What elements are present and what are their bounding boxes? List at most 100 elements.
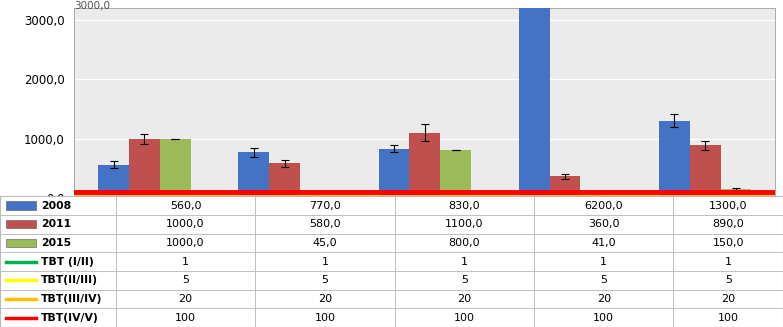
Text: 560,0: 560,0 (170, 200, 201, 211)
Bar (673, 233, 783, 252)
Bar (255, 233, 395, 252)
Text: 20: 20 (457, 294, 471, 304)
Bar (300, 195, 331, 198)
Bar (690, 145, 720, 198)
Bar (720, 189, 752, 198)
Text: 1000,0: 1000,0 (166, 219, 205, 229)
Text: 890,0: 890,0 (713, 219, 744, 229)
Text: TBT(IV/V): TBT(IV/V) (41, 313, 99, 323)
Text: TBT (I/II): TBT (I/II) (41, 257, 93, 267)
Bar (6, 239, 36, 247)
Bar (673, 215, 783, 233)
Text: 5: 5 (182, 275, 189, 285)
Bar (116, 271, 255, 290)
Text: 20: 20 (597, 294, 611, 304)
Bar (0, 252, 116, 271)
Bar (395, 252, 534, 271)
Bar (395, 271, 534, 290)
Text: 5: 5 (725, 275, 731, 285)
Bar (269, 164, 300, 198)
Text: 5: 5 (322, 275, 328, 285)
Bar (255, 252, 395, 271)
Text: 100: 100 (454, 313, 474, 323)
Bar (378, 149, 410, 198)
Text: 2015: 2015 (41, 238, 70, 248)
Bar (580, 196, 612, 198)
Bar (6, 220, 36, 229)
Text: 830,0: 830,0 (449, 200, 480, 211)
Bar (534, 290, 673, 308)
Text: 20: 20 (318, 294, 332, 304)
Text: TBT(III/IV): TBT(III/IV) (41, 294, 102, 304)
Bar (116, 196, 255, 215)
Bar (534, 196, 673, 215)
Bar (6, 201, 36, 210)
Bar (534, 215, 673, 233)
Bar (255, 271, 395, 290)
Bar (0, 233, 116, 252)
Bar (160, 139, 191, 198)
Text: TBT(II/III): TBT(II/III) (41, 275, 98, 285)
Text: 800,0: 800,0 (449, 238, 480, 248)
Text: 1: 1 (182, 257, 189, 267)
Text: 41,0: 41,0 (591, 238, 616, 248)
Text: 45,0: 45,0 (312, 238, 337, 248)
Bar (255, 308, 395, 327)
Bar (673, 252, 783, 271)
Bar (129, 139, 160, 198)
Text: 20: 20 (179, 294, 193, 304)
Bar (395, 233, 534, 252)
Bar (659, 121, 690, 198)
Text: 1100,0: 1100,0 (445, 219, 484, 229)
Text: 2008: 2008 (41, 200, 70, 211)
Bar (534, 308, 673, 327)
Text: 6200,0: 6200,0 (584, 200, 623, 211)
Text: 100: 100 (594, 313, 614, 323)
Text: 1000,0: 1000,0 (166, 238, 205, 248)
Bar (673, 290, 783, 308)
Bar (534, 252, 673, 271)
Bar (238, 152, 269, 198)
Bar (0, 308, 116, 327)
Text: 100: 100 (175, 313, 196, 323)
Bar (0, 196, 116, 215)
Text: 770,0: 770,0 (309, 200, 341, 211)
Text: 1: 1 (322, 257, 328, 267)
Bar (116, 233, 255, 252)
Bar (116, 252, 255, 271)
Bar (534, 271, 673, 290)
Text: 5: 5 (601, 275, 607, 285)
Text: 2011: 2011 (41, 219, 70, 229)
Text: 150,0: 150,0 (713, 238, 744, 248)
Bar (0, 215, 116, 233)
Bar (395, 308, 534, 327)
Text: 580,0: 580,0 (309, 219, 341, 229)
Bar (673, 271, 783, 290)
Bar (534, 233, 673, 252)
Bar (255, 290, 395, 308)
Bar (116, 215, 255, 233)
Bar (440, 150, 471, 198)
Bar (550, 177, 580, 198)
Bar (98, 165, 129, 198)
Text: 5: 5 (461, 275, 467, 285)
Bar (255, 215, 395, 233)
Bar (116, 308, 255, 327)
Bar (395, 215, 534, 233)
Bar (410, 133, 440, 198)
Text: 3000,0: 3000,0 (74, 1, 110, 10)
Text: 1: 1 (725, 257, 731, 267)
Bar (255, 196, 395, 215)
Text: 360,0: 360,0 (588, 219, 619, 229)
Text: 1: 1 (461, 257, 467, 267)
Bar (0, 290, 116, 308)
Text: 1300,0: 1300,0 (709, 200, 748, 211)
Bar (673, 308, 783, 327)
Text: 1: 1 (601, 257, 607, 267)
Bar (395, 290, 534, 308)
Bar (673, 196, 783, 215)
Bar (395, 196, 534, 215)
Text: 20: 20 (721, 294, 735, 304)
Text: 100: 100 (315, 313, 335, 323)
Bar (0, 271, 116, 290)
